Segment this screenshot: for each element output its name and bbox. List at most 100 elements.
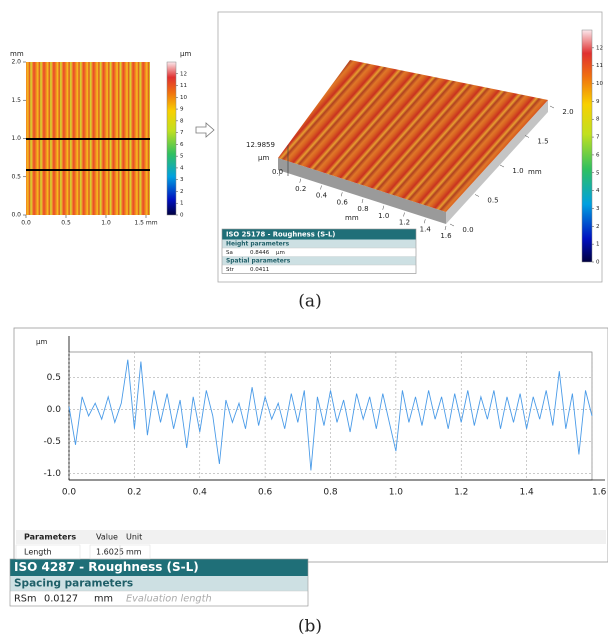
colorbar-label: 3 [596, 206, 600, 212]
y-tick-label: 0.5 [47, 373, 61, 383]
y-unit: mm [10, 50, 24, 58]
x-tick [403, 212, 405, 217]
table-title: ISO 4287 - Roughness (S-L) [14, 560, 199, 574]
table-cell: Length [24, 548, 52, 557]
colorbar-label: 8 [596, 117, 600, 123]
surface-3d [278, 60, 548, 212]
colorbar-label: 5 [596, 170, 600, 176]
x-tick-label: 1.0 [378, 212, 389, 220]
y-tick-label: 1.0 [512, 167, 523, 175]
x-unit: mm [345, 214, 359, 222]
x-tick-label: 1.2 [454, 488, 468, 498]
section-header: Spacing parameters [14, 578, 133, 590]
x-tick-label: 0.8 [323, 488, 338, 498]
table-cell: Sa [226, 250, 233, 256]
colorbar-label: 10 [180, 95, 187, 101]
table-cell: µm [276, 250, 285, 256]
x-tick-label: 0.4 [316, 192, 328, 200]
y-tick [449, 223, 455, 227]
y-tick-label: 2.0 [11, 59, 21, 66]
color-unit: µm [180, 50, 191, 58]
table-cell: 0.0411 [250, 267, 269, 273]
y-tick-label: 0.0 [462, 226, 473, 234]
y-tick [524, 135, 530, 138]
y-tick-label: 0.0 [47, 405, 62, 415]
colorbar-label: 8 [180, 118, 184, 124]
colorbar-label: 1 [596, 242, 600, 248]
y-tick-label: 1.5 [537, 138, 548, 146]
x-tick-label: 0.5 [61, 220, 71, 227]
x-tick-label: 1.4 [420, 225, 432, 233]
colorbar-label: 4 [596, 188, 600, 194]
z-unit: µm [258, 154, 269, 162]
x-tick-label: 0.0 [62, 488, 77, 498]
x-tick-label: 1.5 mm [134, 220, 157, 227]
x-tick-label: 1.6 [440, 232, 452, 240]
z-max-label: 12.9859 [246, 141, 275, 149]
view-frame [217, 11, 603, 283]
y-unit: mm [528, 168, 542, 176]
x-tick-label: 1.0 [101, 220, 111, 227]
caption: (a) [298, 292, 321, 312]
table-frame [221, 228, 417, 274]
x-tick [361, 198, 364, 204]
colorbar-label: 2 [596, 224, 600, 230]
section-header: Spatial parameters [226, 257, 291, 264]
colorbar-label: 5 [180, 154, 184, 160]
colorbar-label: 4 [180, 165, 184, 171]
chart-frame [13, 327, 608, 563]
colorbar-label: 9 [596, 99, 600, 105]
table-cell: 0.0127 [44, 594, 78, 605]
y-tick-label: 1.5 [11, 97, 21, 104]
x-tick-label: 1.4 [519, 488, 534, 498]
colorbar-label: 11 [596, 63, 603, 69]
x-tick [341, 192, 343, 197]
z-min-label: 0.0 [272, 168, 283, 176]
table-cell-box [119, 544, 151, 560]
table-header-bar [16, 530, 606, 544]
x-tick [424, 219, 426, 224]
colorbar-label: 6 [180, 142, 184, 148]
colorbar-label: 12 [180, 71, 187, 77]
x-tick [278, 171, 281, 177]
x-tick [320, 185, 322, 190]
colorbar-label: 7 [180, 130, 184, 136]
x-tick-label: 0.6 [337, 198, 349, 206]
x-tick-label: 0.2 [127, 488, 141, 498]
colorbar-label: 9 [180, 107, 184, 113]
table-cell: RSm [14, 594, 36, 605]
table-header: Unit [126, 533, 142, 542]
y-tick-label: -0.5 [43, 437, 61, 447]
table-cell: Evaluation length [126, 594, 212, 605]
x-tick-label: 1.0 [389, 488, 404, 498]
y-tick-label: 2.0 [562, 108, 573, 116]
colorbar-label: 12 [596, 45, 603, 51]
colorbar-label: 0 [596, 260, 600, 266]
x-tick-label: 0.2 [295, 185, 306, 193]
base-wall [446, 100, 548, 224]
section-header-bar [10, 576, 308, 591]
y-tick [549, 105, 555, 109]
section-header-bar [222, 256, 416, 265]
table-cell: mm [94, 594, 113, 605]
y-tick-label: 0.5 [11, 173, 21, 180]
table-header: Value [96, 533, 118, 542]
section-header: Height parameters [226, 240, 290, 247]
colorbar-label: 6 [596, 152, 600, 158]
x-tick-label: 0.0 [21, 220, 31, 227]
x-tick-label: 0.4 [193, 488, 208, 498]
table-title-bar [10, 559, 308, 576]
x-tick-label: 0.6 [258, 488, 273, 498]
y-tick [499, 164, 505, 168]
colorbar [166, 61, 177, 216]
colorbar-label: 10 [596, 81, 603, 87]
colorbar-label: 0 [180, 213, 184, 219]
caption: (b) [298, 617, 322, 637]
table-frame [9, 558, 309, 607]
x-tick [444, 225, 447, 231]
colorbar-label: 3 [180, 177, 184, 183]
y-tick-label: 0.5 [487, 197, 498, 205]
y-unit: µm [36, 338, 47, 346]
table-header: Parameters [24, 533, 76, 542]
